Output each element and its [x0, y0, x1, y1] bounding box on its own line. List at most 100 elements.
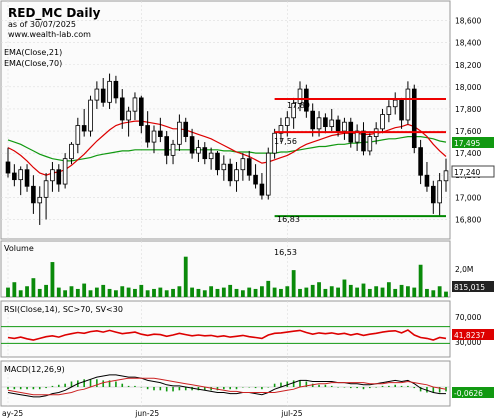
tag-rsi-text: 41,8237: [454, 331, 485, 340]
volume-bar: [94, 287, 99, 297]
macd-histogram-bar: [64, 383, 66, 387]
candle: [323, 113, 328, 134]
rsi-title: RSI(Close,14), SC>70, SV<30: [4, 305, 123, 314]
volume-bar: [228, 284, 233, 297]
volume-bar: [342, 279, 347, 297]
macd-histogram-bar: [140, 387, 143, 388]
candle: [31, 175, 36, 214]
candle-body: [221, 163, 227, 171]
volume-bar: [202, 290, 207, 297]
candle-body: [399, 99, 404, 121]
price-tick-label: 17,600: [455, 127, 481, 136]
volume-bar: [336, 287, 340, 297]
candle-body: [100, 88, 106, 103]
volume-bar: [44, 284, 48, 297]
candle: [430, 180, 436, 214]
volume-bar: [25, 286, 29, 297]
candle: [227, 158, 233, 187]
candle: [386, 100, 392, 123]
candle-body: [278, 125, 284, 134]
volume-bar: [171, 288, 175, 297]
rsi-series: [1, 326, 450, 344]
volume-bar: [107, 288, 112, 297]
candle-body: [37, 196, 43, 204]
candle: [5, 147, 11, 178]
macd-histogram-bar: [235, 387, 238, 390]
candle-body: [183, 121, 189, 137]
volume-bar: [152, 288, 156, 297]
candle: [259, 173, 265, 200]
candle: [138, 95, 144, 134]
legend-ema21: EMA(Close,21): [4, 48, 62, 57]
candle: [132, 92, 138, 120]
candle-body: [411, 88, 417, 149]
macd-title: MACD(12,26,9): [4, 365, 65, 374]
macd-histogram-bar: [51, 385, 54, 387]
tag-rsi: 41,8237: [452, 329, 494, 340]
candle: [418, 139, 423, 185]
volume-bar: [215, 288, 220, 297]
volume-bar: [69, 286, 74, 297]
tag-macd-text: -0,0626: [454, 389, 483, 398]
volume-bar: [418, 264, 423, 297]
candle-body: [164, 136, 170, 156]
candle: [361, 122, 366, 156]
volume-bar: [6, 287, 10, 297]
candle: [164, 131, 170, 165]
candle-body: [259, 183, 265, 196]
candle: [215, 150, 220, 176]
price-tick-label: 18,200: [455, 61, 481, 70]
volume-bar: [304, 287, 309, 297]
candle: [202, 142, 208, 165]
volume-bar: [164, 290, 169, 297]
tag-volume: 815,015: [452, 281, 494, 292]
candle-body: [380, 114, 385, 130]
volume-bar: [120, 286, 125, 297]
volume-bar: [50, 262, 55, 297]
price-tick-label: 18,600: [455, 17, 481, 26]
candle: [62, 153, 68, 189]
macd-histogram-bar: [96, 379, 98, 387]
price-tick-label: 17,800: [455, 105, 481, 114]
candle: [329, 108, 335, 132]
macd-histogram-bar: [242, 387, 244, 388]
candle: [107, 73, 112, 109]
volume-title: Volume: [4, 244, 34, 253]
macd-histogram-bar: [261, 387, 263, 390]
candle: [240, 153, 246, 181]
macd-histogram-bar: [388, 385, 390, 387]
candle: [177, 114, 182, 151]
volume-bar: [329, 286, 334, 297]
macd-histogram-bar: [426, 387, 428, 393]
volume-bar: [374, 286, 379, 297]
tag-close: 17,240: [451, 165, 495, 178]
macd-histogram-bar: [248, 387, 251, 388]
macd-histogram-bar: [229, 387, 231, 390]
x-tick-label: jul-25: [280, 409, 302, 418]
macd-histogram-bar: [375, 387, 377, 388]
candle-body: [196, 147, 201, 154]
macd-histogram-bar: [273, 383, 276, 387]
candle: [189, 128, 195, 159]
candle: [43, 173, 49, 220]
candle: [196, 139, 201, 162]
volume-bar: [348, 284, 353, 297]
volume-bar: [253, 288, 258, 297]
price-tick-label: 18,400: [455, 39, 481, 48]
macd-histogram-bar: [13, 387, 16, 390]
volume-bar: [291, 270, 296, 297]
candle: [367, 133, 373, 156]
volume-bar: [323, 288, 328, 297]
x-tick-label: ay-25: [2, 409, 23, 418]
candle-body: [227, 163, 233, 182]
volume-bar: [380, 287, 385, 297]
volume-bar: [158, 287, 163, 297]
volume-bar: [240, 290, 245, 297]
candle: [158, 117, 163, 143]
candle: [24, 164, 30, 192]
candle-body: [323, 117, 328, 128]
candle: [272, 128, 277, 159]
candle: [411, 84, 417, 154]
candle-body: [297, 88, 303, 104]
candle-body: [405, 88, 411, 121]
